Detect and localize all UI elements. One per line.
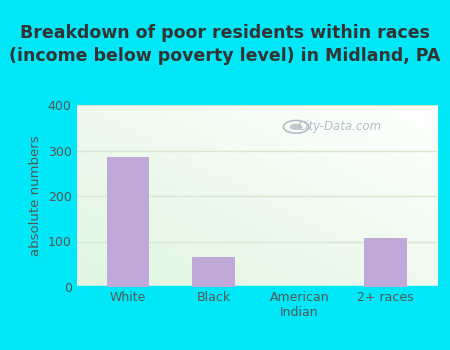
Y-axis label: absolute numbers: absolute numbers [29,136,42,256]
Circle shape [290,124,302,130]
Bar [192,257,235,287]
Text: City-Data.com: City-Data.com [297,120,381,133]
Bar [364,238,406,287]
Text: Breakdown of poor residents within races
(income below poverty level) in Midland: Breakdown of poor residents within races… [9,25,441,65]
Bar [107,158,149,287]
